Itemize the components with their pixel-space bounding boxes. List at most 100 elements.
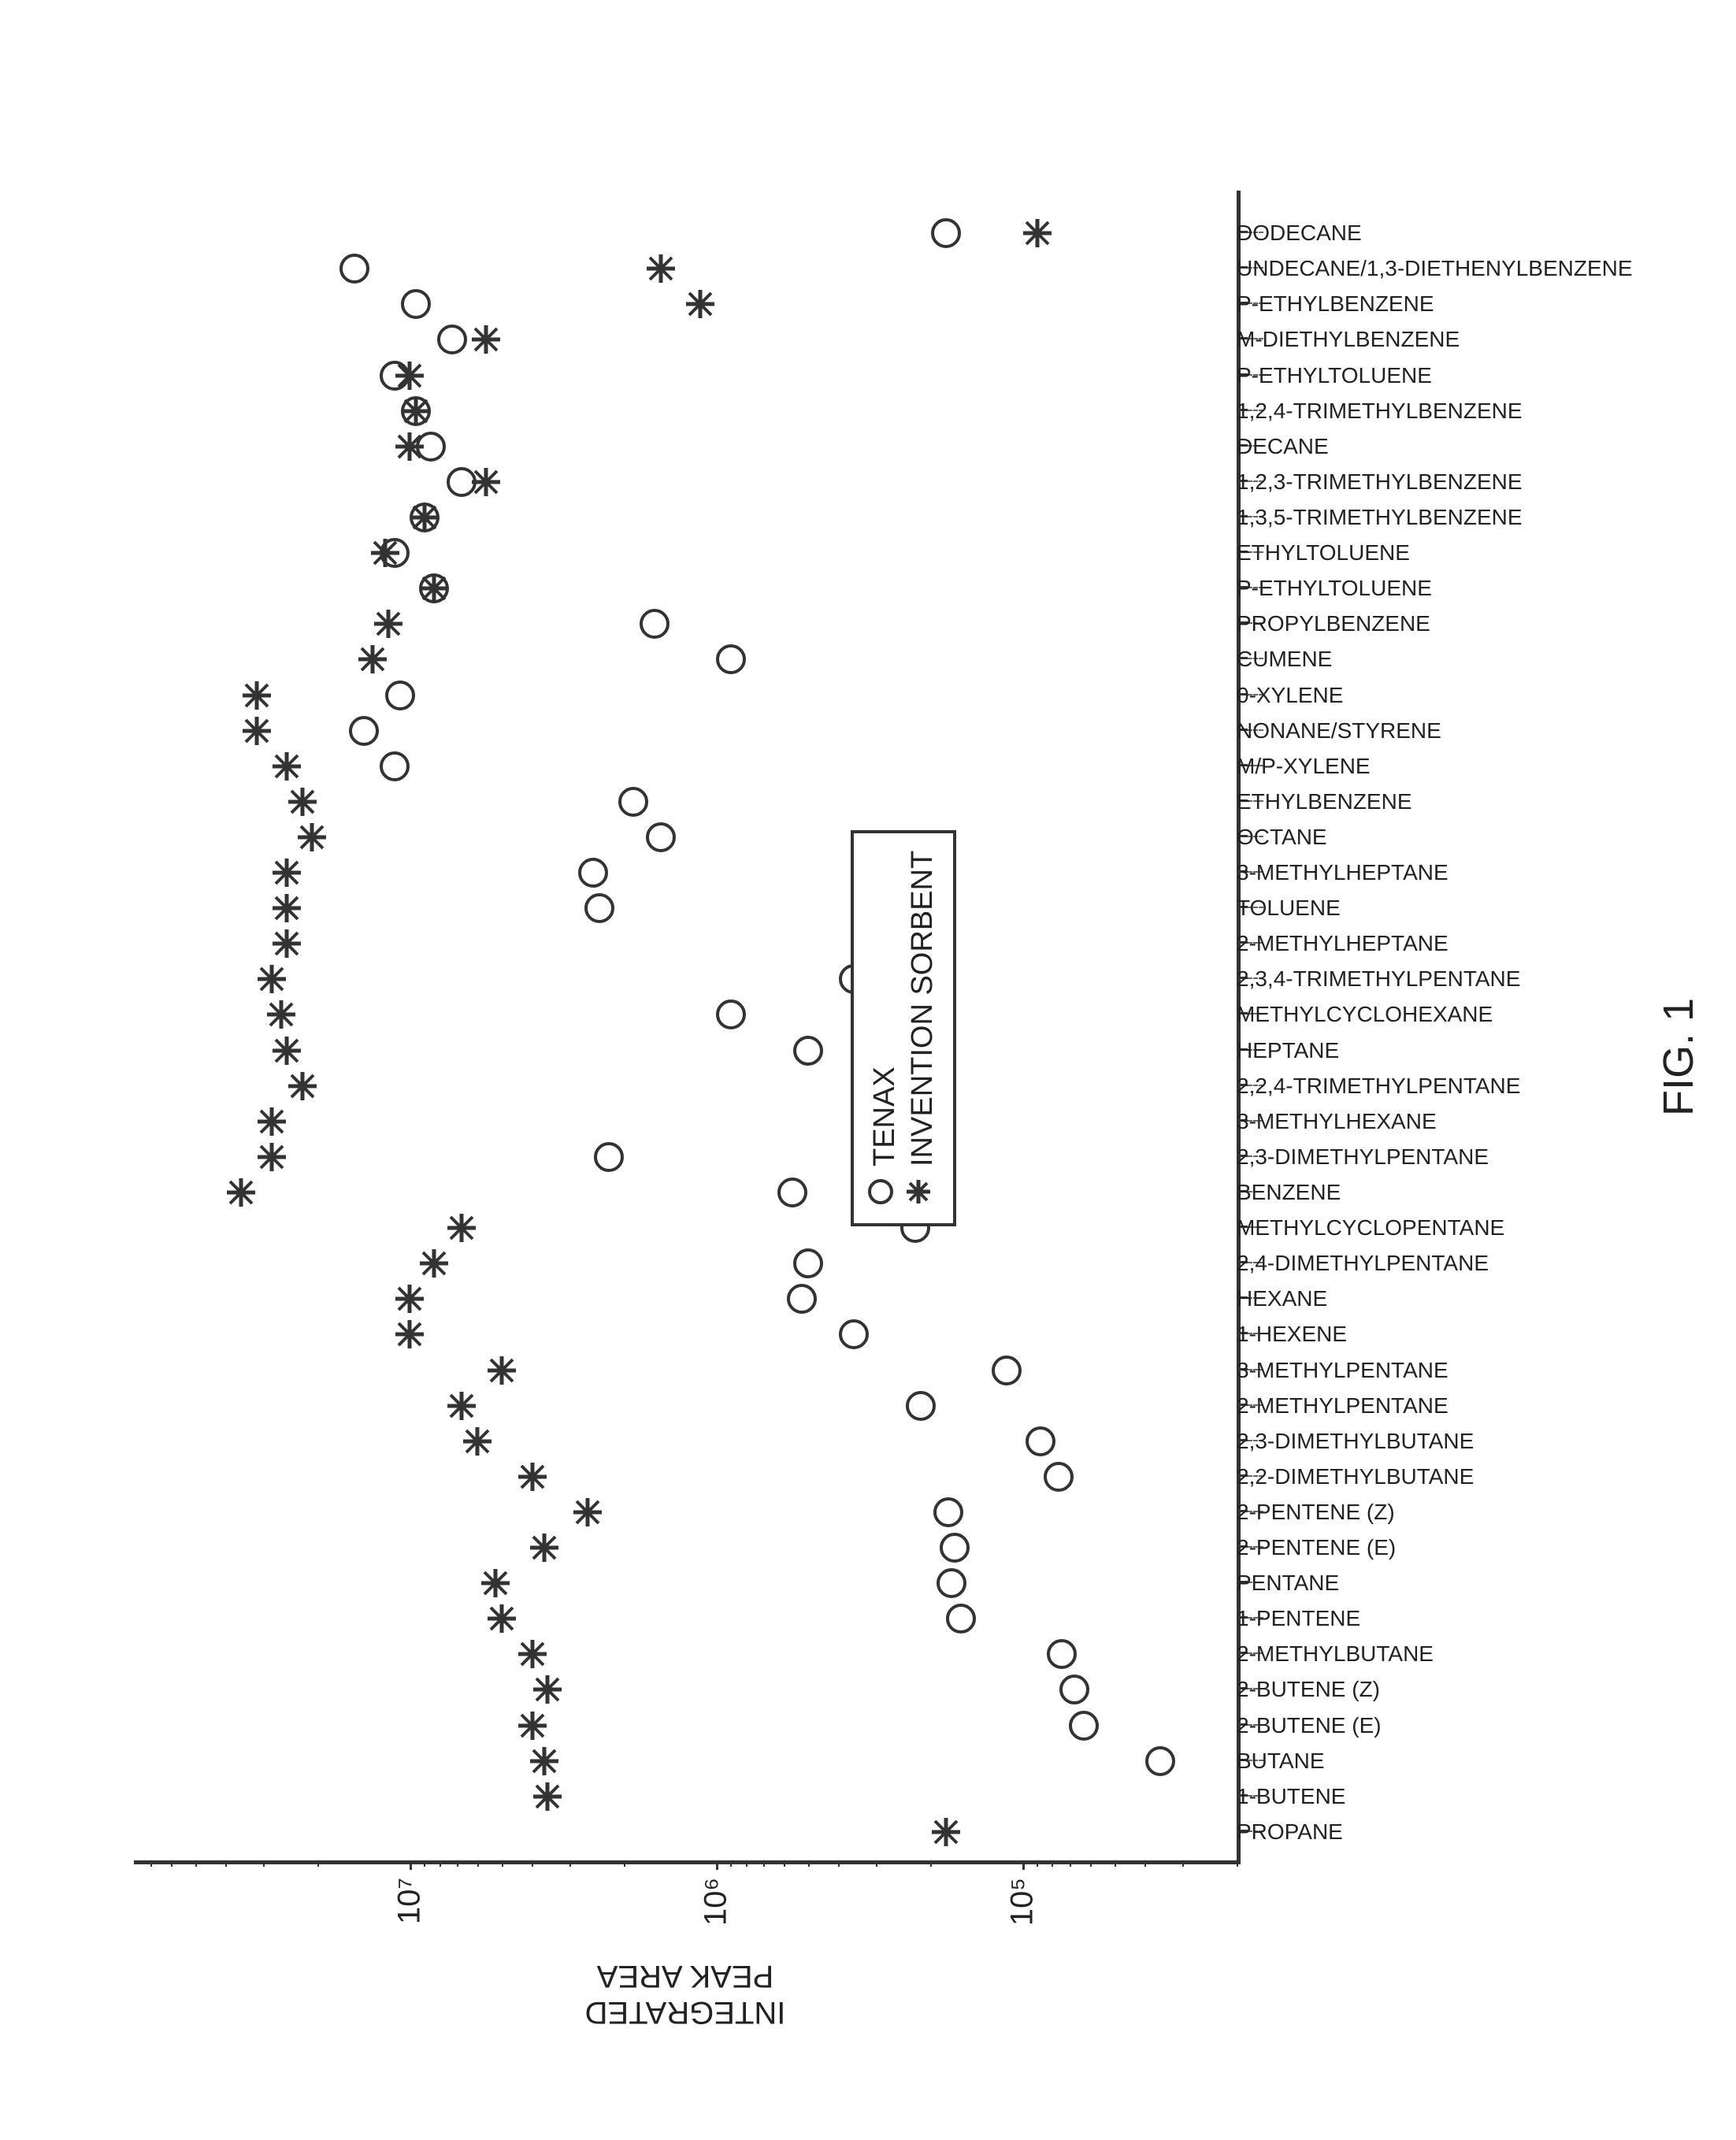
invention-sorbent-point xyxy=(516,1709,549,1742)
invention-sorbent-point xyxy=(372,607,405,640)
tenax-point xyxy=(644,821,677,854)
invention-sorbent-point xyxy=(684,287,717,321)
invention-sorbent-point xyxy=(1021,217,1054,250)
invention-sorbent-point xyxy=(445,1211,478,1244)
x-tick-label: 2-BUTENE (E) xyxy=(1237,1713,1382,1738)
y-tick-label: 10⁵ xyxy=(1004,1878,1040,1926)
invention-sorbent-point xyxy=(286,785,319,818)
x-tick-label: 1-HEXENE xyxy=(1237,1322,1347,1347)
x-tick-label: P-ETHYLTOLUENE xyxy=(1237,576,1432,601)
invention-sorbent-point xyxy=(270,927,303,960)
x-tick-label: PROPYLBENZENE xyxy=(1237,611,1430,636)
invention-sorbent-point xyxy=(531,1780,564,1813)
x-tick-label: 2,4-DIMETHYLPENTANE xyxy=(1237,1251,1489,1276)
tenax-point xyxy=(1144,1745,1177,1778)
invention-sorbent-point xyxy=(485,1602,518,1635)
invention-sorbent-point xyxy=(479,1567,512,1600)
tenax-point xyxy=(338,252,371,285)
invention-sorbent-point xyxy=(255,1105,288,1138)
x-tick-label: 2-BUTENE (Z) xyxy=(1237,1678,1380,1703)
tenax-point xyxy=(347,714,380,747)
tenax-point xyxy=(1058,1674,1091,1707)
invention-sorbent-point xyxy=(393,1318,426,1351)
x-tick-label: 2,3,4-TRIMETHYLPENTANE xyxy=(1237,966,1520,992)
x-tick-label: 2-METHYLBUTANE xyxy=(1237,1641,1434,1667)
tenax-point xyxy=(436,323,469,356)
invention-sorbent-point xyxy=(485,1354,518,1387)
tenax-point xyxy=(399,287,432,321)
tenax-point xyxy=(577,856,610,889)
invention-sorbent-point xyxy=(270,750,303,783)
tenax-point xyxy=(938,1531,971,1564)
x-tick-label: 2,3-DIMETHYLPENTANE xyxy=(1237,1144,1489,1170)
invention-sorbent-point xyxy=(270,892,303,925)
x-tick-label: DODECANE xyxy=(1237,221,1362,246)
tenax-point xyxy=(638,607,671,640)
x-tick-label: 2,2,4-TRIMETHYLPENTANE xyxy=(1237,1074,1520,1099)
legend-item: TENAX xyxy=(866,851,903,1206)
invention-sorbent-point xyxy=(369,536,402,569)
invention-sorbent-point xyxy=(399,395,432,428)
invention-sorbent-point xyxy=(528,1531,561,1564)
tenax-point xyxy=(904,1389,937,1422)
invention-sorbent-point xyxy=(393,1282,426,1315)
tenax-point xyxy=(617,785,650,818)
invention-sorbent-point xyxy=(571,1496,604,1529)
x-tick-label: BENZENE xyxy=(1237,1180,1341,1205)
legend: TENAXINVENTION SORBENT xyxy=(851,830,956,1226)
x-tick-label: 2-METHYLHEPTANE xyxy=(1237,931,1449,956)
x-tick-label: 0-XYLENE xyxy=(1237,683,1343,708)
invention-sorbent-point xyxy=(255,962,288,996)
invention-sorbent-point xyxy=(286,1070,319,1103)
tenax-point xyxy=(378,750,411,783)
invention-sorbent-point xyxy=(270,1034,303,1067)
x-tick-label: DECANE xyxy=(1237,434,1329,459)
x-tick-label: 3-METHYLHEXANE xyxy=(1237,1109,1437,1134)
x-tick-label: BUTANE xyxy=(1237,1749,1325,1774)
y-tick-label: 10⁶ xyxy=(698,1878,733,1926)
x-tick-label: 2,3-DIMETHYLBUTANE xyxy=(1237,1429,1474,1454)
invention-sorbent-point xyxy=(929,1815,963,1849)
invention-sorbent-point xyxy=(240,679,273,712)
x-tick-label: PENTANE xyxy=(1237,1571,1339,1596)
x-tick-label: M/P-XYLENE xyxy=(1237,754,1371,779)
x-tick-label: 2-METHYLPENTANE xyxy=(1237,1393,1449,1419)
x-tick-label: ETHYLBENZENE xyxy=(1237,789,1412,814)
invention-sorbent-point xyxy=(417,572,451,605)
invention-sorbent-point xyxy=(469,465,503,499)
x-tick-label: P-ETHYLTOLUENE xyxy=(1237,363,1432,388)
x-tick-label: HEXANE xyxy=(1237,1286,1327,1311)
figure-label: FIG. 1 xyxy=(1654,998,1703,1116)
y-axis-label: INTEGRATEDPEAK AREA xyxy=(585,1958,786,2031)
x-tick-label: OCTANE xyxy=(1237,825,1327,850)
x-tick-label: 1,3,5-TRIMETHYLBENZENE xyxy=(1237,505,1523,530)
x-tick-label: 1-PENTENE xyxy=(1237,1606,1360,1631)
x-tick-label: 2,2-DIMETHYLBUTANE xyxy=(1237,1464,1474,1489)
x-tick-label: 1,2,4-TRIMETHYLBENZENE xyxy=(1237,399,1523,424)
invention-sorbent-point xyxy=(240,714,273,747)
invention-sorbent-point xyxy=(255,1140,288,1174)
invention-sorbent-point xyxy=(393,430,426,463)
invention-sorbent-point xyxy=(528,1745,561,1778)
x-tick-label: 1-BUTENE xyxy=(1237,1784,1345,1809)
invention-sorbent-point xyxy=(417,1247,451,1280)
invention-sorbent-point xyxy=(531,1674,564,1707)
tenax-point xyxy=(776,1176,809,1209)
tenax-point xyxy=(837,1318,870,1351)
tenax-point xyxy=(944,1602,977,1635)
tenax-point xyxy=(935,1567,968,1600)
x-tick-label: ETHYLTOLUENE xyxy=(1237,540,1410,566)
invention-sorbent-point xyxy=(265,998,298,1031)
tenax-point xyxy=(1024,1425,1057,1458)
tenax-point xyxy=(583,892,616,925)
invention-sorbent-point xyxy=(224,1176,258,1209)
tenax-point xyxy=(932,1496,965,1529)
invention-sorbent-point xyxy=(461,1425,494,1458)
x-tick-label: NONANE/STYRENE xyxy=(1237,718,1441,744)
invention-sorbent-point xyxy=(445,1389,478,1422)
invention-sorbent-point xyxy=(516,1460,549,1493)
x-tick-label: PROPANE xyxy=(1237,1819,1343,1845)
tenax-point xyxy=(792,1247,825,1280)
x-tick-label: METHYLCYCLOPENTANE xyxy=(1237,1215,1504,1241)
tenax-point xyxy=(990,1354,1023,1387)
